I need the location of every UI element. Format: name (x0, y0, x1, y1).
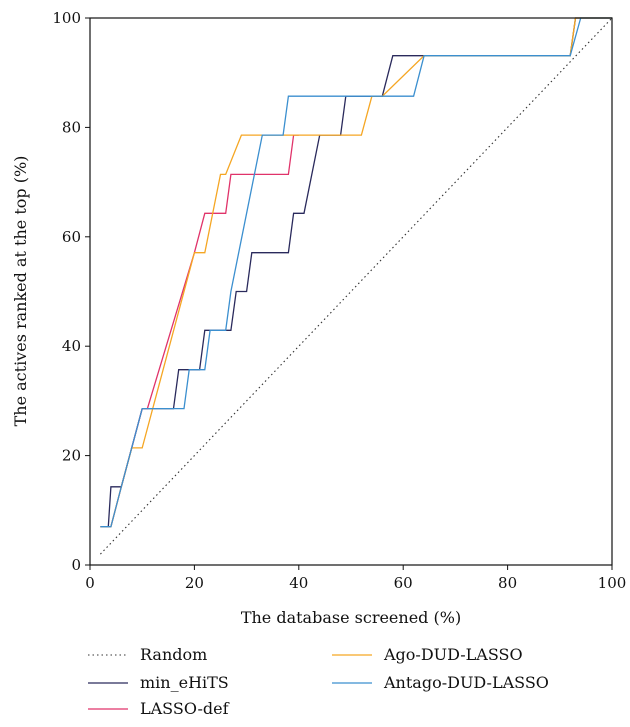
x-axis-ticks: 0 20 40 60 80 100 (85, 565, 626, 592)
legend-label-antago-dud-lasso: Antago-DUD-LASSO (383, 673, 549, 692)
legend-label-min-ehits: min_eHiTS (140, 673, 229, 692)
series-line-antago-dud-lasso (100, 17, 612, 528)
y-tick-label: 60 (62, 228, 81, 246)
x-tick-label: 100 (598, 574, 627, 592)
y-axis-ticks: 0 20 40 60 80 100 (52, 9, 90, 574)
legend-label-ago-dud-lasso: Ago-DUD-LASSO (383, 645, 523, 664)
series-line-min-ehits (100, 17, 612, 528)
legend-label-lasso-def: LASSO-def (140, 699, 230, 718)
series-line-random (100, 17, 613, 555)
x-tick-label: 60 (394, 574, 413, 592)
x-axis-label: The database screened (%) (241, 608, 461, 627)
series-line-ago-dud-lasso (100, 17, 612, 528)
y-tick-label: 100 (52, 9, 81, 27)
x-tick-label: 80 (498, 574, 517, 592)
y-axis-label: The actives ranked at the top (%) (11, 156, 30, 427)
legend-label-random: Random (140, 645, 207, 664)
legend: Random min_eHiTS LASSO-def Ago-DUD-LASSO Ant… (88, 645, 549, 718)
y-tick-label: 40 (62, 337, 81, 355)
y-tick-label: 80 (62, 118, 81, 136)
y-tick-label: 0 (71, 556, 81, 574)
series-line-lasso-def (100, 134, 299, 528)
y-tick-label: 20 (62, 447, 81, 465)
x-tick-label: 40 (289, 574, 308, 592)
x-tick-label: 0 (85, 574, 95, 592)
series-layer (100, 17, 613, 555)
plot-frame (89, 17, 613, 566)
x-tick-label: 20 (185, 574, 204, 592)
